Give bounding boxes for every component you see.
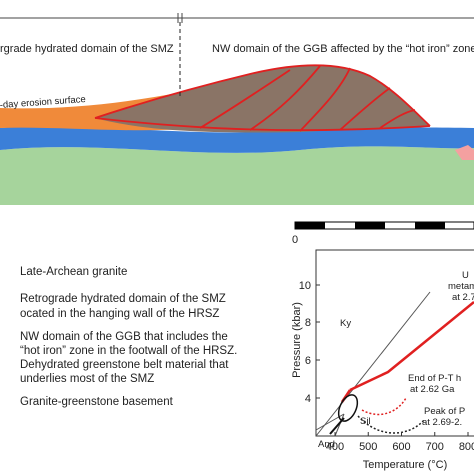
cross-section: rgrade hydrated domain of the SMZ NW dom… — [0, 13, 474, 246]
x-axis-label: Temperature (°C) — [363, 459, 447, 471]
y-tick-label: 6 — [305, 355, 311, 367]
pt-label: Peak of P — [424, 406, 465, 417]
pt-label: Sil — [360, 416, 371, 427]
pt-label: at 2.69-2. — [422, 417, 462, 428]
legend-item: NW domain of the GGB that includes the — [20, 331, 228, 343]
x-tick-label: 600 — [392, 441, 410, 453]
y-axis-label: Pressure (kbar) — [291, 302, 303, 378]
x-tick-label: 400 — [326, 441, 344, 453]
pt-label: And — [318, 439, 335, 450]
basement — [0, 146, 474, 205]
y-tick-label: 8 — [305, 317, 311, 329]
scale-bar — [294, 221, 474, 230]
legend-item: Retrograde hydrated domain of the SMZ — [20, 293, 226, 305]
pt-label: at 2.62 Ga — [410, 384, 455, 395]
pt-path — [349, 301, 474, 392]
pt-label: End of P-T h — [408, 373, 461, 384]
pt-label: U — [462, 270, 469, 281]
legend: Late-Archean granite Retrograde hydrated… — [20, 266, 237, 408]
legend-item: underlies most of the SMZ — [20, 373, 154, 385]
legend-item: “hot iron” zone in the footwall of the H… — [20, 345, 237, 357]
shear-zones — [94, 64, 431, 132]
x-tick-label: 500 — [359, 441, 377, 453]
pt-dotted-black — [357, 415, 425, 434]
scale-zero: 0 — [292, 234, 298, 246]
y-tick-label: 4 — [305, 393, 311, 405]
pt-label: metamorphi — [448, 281, 474, 292]
ky-sil-line — [315, 291, 431, 437]
legend-item: ocated in the hanging wall of the HRSZ — [20, 308, 219, 320]
pt-dotted-red — [361, 397, 407, 416]
left-label: rgrade hydrated domain of the SMZ — [0, 43, 174, 55]
y-tick-label: 10 — [299, 280, 311, 292]
greenstone-layer — [0, 126, 474, 153]
legend-item: Late-Archean granite — [20, 266, 127, 278]
x-tick-label: 800 — [459, 441, 474, 453]
right-label: NW domain of the GGB affected by the “ho… — [212, 43, 474, 55]
granite-body — [455, 145, 474, 160]
x-tick-label: 700 — [426, 441, 444, 453]
pt-diagram: 10 8 6 4 400 500 600 700 800 Temperature (°C) Pres… — [291, 249, 474, 471]
and-sil-line — [334, 413, 345, 437]
pt-label: Ky — [340, 318, 351, 329]
pt-arrow — [329, 417, 345, 435]
ggb-dome — [95, 65, 430, 133]
legend-item: Dehydrated greenstone belt material that — [20, 359, 229, 371]
legend-item: Granite-greenstone basement — [20, 396, 174, 408]
pt-label: at 2.72 G — [452, 292, 474, 303]
pt-loop — [337, 394, 359, 422]
